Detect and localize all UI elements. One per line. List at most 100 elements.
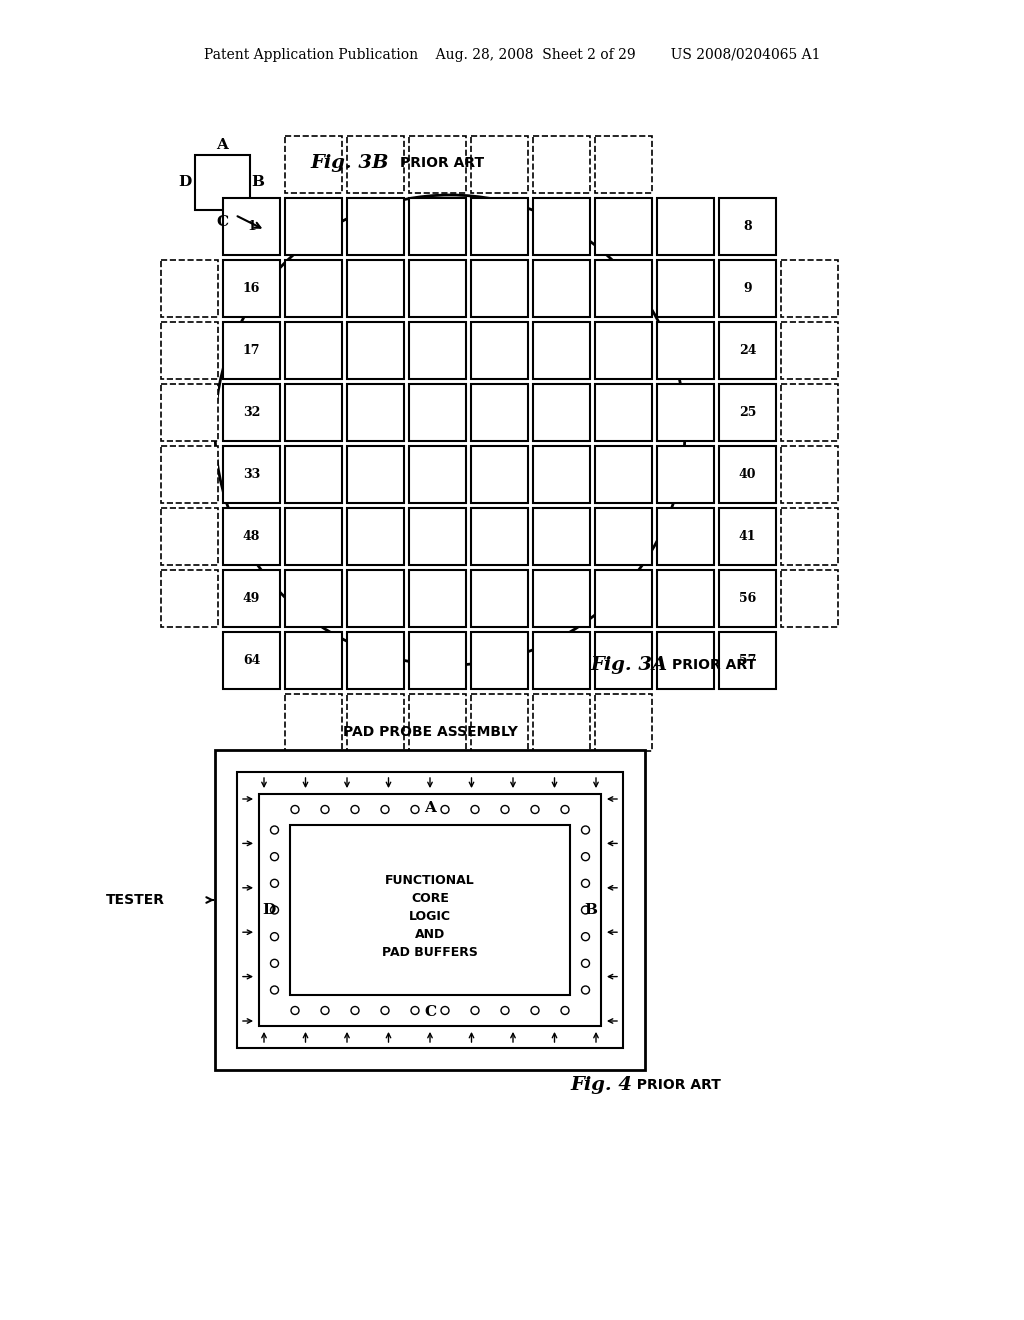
Text: PRIOR ART: PRIOR ART xyxy=(672,657,756,672)
Bar xyxy=(409,198,466,255)
Bar xyxy=(657,198,714,255)
Bar xyxy=(534,136,590,193)
Bar xyxy=(285,570,342,627)
Bar xyxy=(471,322,528,379)
Bar xyxy=(781,260,838,317)
Bar xyxy=(347,446,404,503)
Bar xyxy=(285,694,342,751)
Bar xyxy=(471,260,528,317)
Bar xyxy=(285,508,342,565)
Bar xyxy=(409,632,466,689)
Text: Patent Application Publication    Aug. 28, 2008  Sheet 2 of 29        US 2008/02: Patent Application Publication Aug. 28, … xyxy=(204,48,820,62)
Bar xyxy=(719,198,776,255)
Bar xyxy=(781,322,838,379)
Bar xyxy=(657,570,714,627)
Bar xyxy=(471,384,528,441)
Bar xyxy=(595,384,652,441)
Text: LOGIC: LOGIC xyxy=(409,909,451,923)
Text: 56: 56 xyxy=(739,591,756,605)
Bar xyxy=(347,260,404,317)
Bar xyxy=(657,632,714,689)
Bar xyxy=(534,446,590,503)
Bar xyxy=(409,446,466,503)
Text: Fig. 3B: Fig. 3B xyxy=(310,154,388,172)
Bar xyxy=(285,446,342,503)
Text: 48: 48 xyxy=(243,531,260,543)
Bar xyxy=(534,384,590,441)
Text: 40: 40 xyxy=(738,469,757,480)
Bar xyxy=(223,322,280,379)
Bar xyxy=(409,508,466,565)
Bar xyxy=(409,384,466,441)
Bar xyxy=(223,446,280,503)
Bar xyxy=(534,198,590,255)
Text: FUNCTIONAL: FUNCTIONAL xyxy=(385,874,475,887)
Bar xyxy=(781,384,838,441)
Bar xyxy=(161,570,218,627)
Bar xyxy=(471,446,528,503)
Bar xyxy=(223,260,280,317)
Bar xyxy=(781,508,838,565)
Bar xyxy=(347,384,404,441)
Bar xyxy=(471,570,528,627)
Text: B: B xyxy=(252,176,264,190)
Text: 16: 16 xyxy=(243,282,260,294)
Text: 9: 9 xyxy=(743,282,752,294)
Text: D: D xyxy=(178,176,191,190)
Text: 33: 33 xyxy=(243,469,260,480)
Bar xyxy=(409,570,466,627)
Text: 32: 32 xyxy=(243,407,260,418)
Bar xyxy=(595,136,652,193)
Text: C: C xyxy=(216,215,228,228)
Text: CORE: CORE xyxy=(411,891,449,904)
Bar xyxy=(237,772,623,1048)
Bar xyxy=(347,632,404,689)
Bar xyxy=(409,322,466,379)
Text: 24: 24 xyxy=(738,345,757,356)
Text: 25: 25 xyxy=(738,407,756,418)
Bar xyxy=(719,384,776,441)
Text: Fig. 3A: Fig. 3A xyxy=(590,656,667,675)
Bar xyxy=(409,136,466,193)
Text: PRIOR ART: PRIOR ART xyxy=(627,1078,721,1092)
Bar xyxy=(409,694,466,751)
Bar xyxy=(223,384,280,441)
Bar xyxy=(719,632,776,689)
Bar xyxy=(595,198,652,255)
Bar xyxy=(290,825,570,995)
Bar xyxy=(223,198,280,255)
Text: 41: 41 xyxy=(738,531,757,543)
Bar xyxy=(195,154,250,210)
Bar xyxy=(471,198,528,255)
Text: Fig. 4: Fig. 4 xyxy=(570,1076,632,1094)
Bar xyxy=(595,694,652,751)
Text: 49: 49 xyxy=(243,591,260,605)
Bar xyxy=(719,446,776,503)
Bar xyxy=(719,260,776,317)
Bar xyxy=(595,570,652,627)
Bar xyxy=(719,508,776,565)
Text: A: A xyxy=(216,139,228,152)
Bar xyxy=(471,632,528,689)
Bar xyxy=(347,570,404,627)
Bar xyxy=(471,136,528,193)
Bar xyxy=(534,570,590,627)
Bar xyxy=(285,322,342,379)
Bar xyxy=(161,260,218,317)
Bar xyxy=(534,260,590,317)
Bar xyxy=(534,632,590,689)
Text: PAD PROBE ASSEMBLY: PAD PROBE ASSEMBLY xyxy=(343,725,517,739)
Bar xyxy=(595,446,652,503)
Bar xyxy=(409,260,466,317)
Bar xyxy=(285,136,342,193)
Bar xyxy=(347,694,404,751)
Text: AND: AND xyxy=(415,928,445,940)
Bar xyxy=(657,322,714,379)
Bar xyxy=(657,446,714,503)
Bar xyxy=(471,694,528,751)
Bar xyxy=(657,260,714,317)
Bar xyxy=(534,508,590,565)
Bar xyxy=(595,508,652,565)
Bar xyxy=(223,632,280,689)
Bar xyxy=(471,508,528,565)
